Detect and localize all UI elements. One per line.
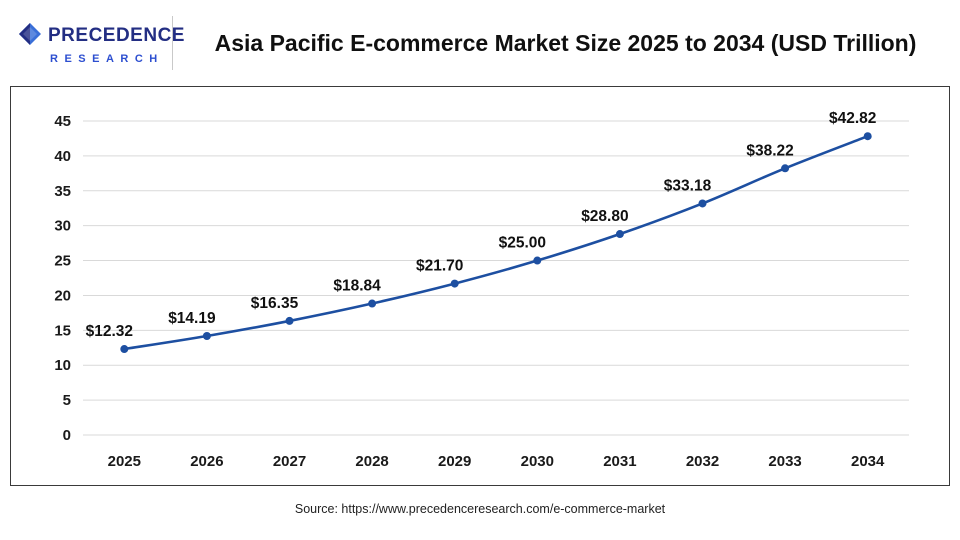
svg-text:$12.32: $12.32 bbox=[86, 323, 133, 340]
svg-text:30: 30 bbox=[54, 218, 71, 235]
svg-text:15: 15 bbox=[54, 322, 71, 339]
svg-text:2027: 2027 bbox=[273, 453, 306, 470]
svg-text:$14.19: $14.19 bbox=[168, 310, 216, 327]
svg-text:35: 35 bbox=[54, 183, 71, 200]
svg-text:$33.18: $33.18 bbox=[664, 177, 712, 194]
logo-subtext: RESEARCH bbox=[50, 52, 164, 65]
svg-text:2032: 2032 bbox=[686, 453, 719, 470]
logo-top-row: PRECEDENCE bbox=[18, 22, 184, 51]
svg-text:$38.22: $38.22 bbox=[746, 142, 793, 159]
svg-text:5: 5 bbox=[63, 392, 71, 409]
svg-text:2034: 2034 bbox=[851, 453, 885, 470]
svg-text:$16.35: $16.35 bbox=[251, 295, 299, 312]
svg-text:2033: 2033 bbox=[768, 453, 801, 470]
svg-text:2031: 2031 bbox=[603, 453, 636, 470]
svg-text:$21.70: $21.70 bbox=[416, 258, 463, 275]
svg-text:45: 45 bbox=[54, 113, 71, 130]
svg-text:2028: 2028 bbox=[355, 453, 388, 470]
svg-text:10: 10 bbox=[54, 357, 71, 374]
page-title: Asia Pacific E-commerce Market Size 2025… bbox=[214, 29, 917, 56]
logo-diamond-icon bbox=[18, 22, 42, 51]
svg-text:2026: 2026 bbox=[190, 453, 223, 470]
svg-text:$18.84: $18.84 bbox=[333, 278, 381, 295]
logo: PRECEDENCE RESEARCH bbox=[12, 22, 184, 65]
svg-text:0: 0 bbox=[63, 427, 71, 444]
svg-text:40: 40 bbox=[54, 148, 71, 165]
svg-text:$25.00: $25.00 bbox=[499, 235, 546, 252]
svg-text:$28.80: $28.80 bbox=[581, 208, 628, 225]
header: PRECEDENCE RESEARCH Asia Pacific E-comme… bbox=[0, 0, 960, 86]
svg-text:$42.82: $42.82 bbox=[829, 110, 876, 127]
svg-text:2025: 2025 bbox=[108, 453, 141, 470]
svg-text:25: 25 bbox=[54, 253, 71, 270]
svg-text:2029: 2029 bbox=[438, 453, 471, 470]
svg-text:2030: 2030 bbox=[521, 453, 554, 470]
chart-panel: 0 5 10 15 20 25 30 35 40 45 2025 2026 2027 2028 2029 20… bbox=[10, 86, 950, 486]
svg-text:20: 20 bbox=[54, 287, 71, 304]
header-divider bbox=[172, 16, 173, 70]
source-text: Source: https://www.precedenceresearch.c… bbox=[294, 502, 666, 516]
logo-text: PRECEDENCE bbox=[48, 25, 185, 46]
